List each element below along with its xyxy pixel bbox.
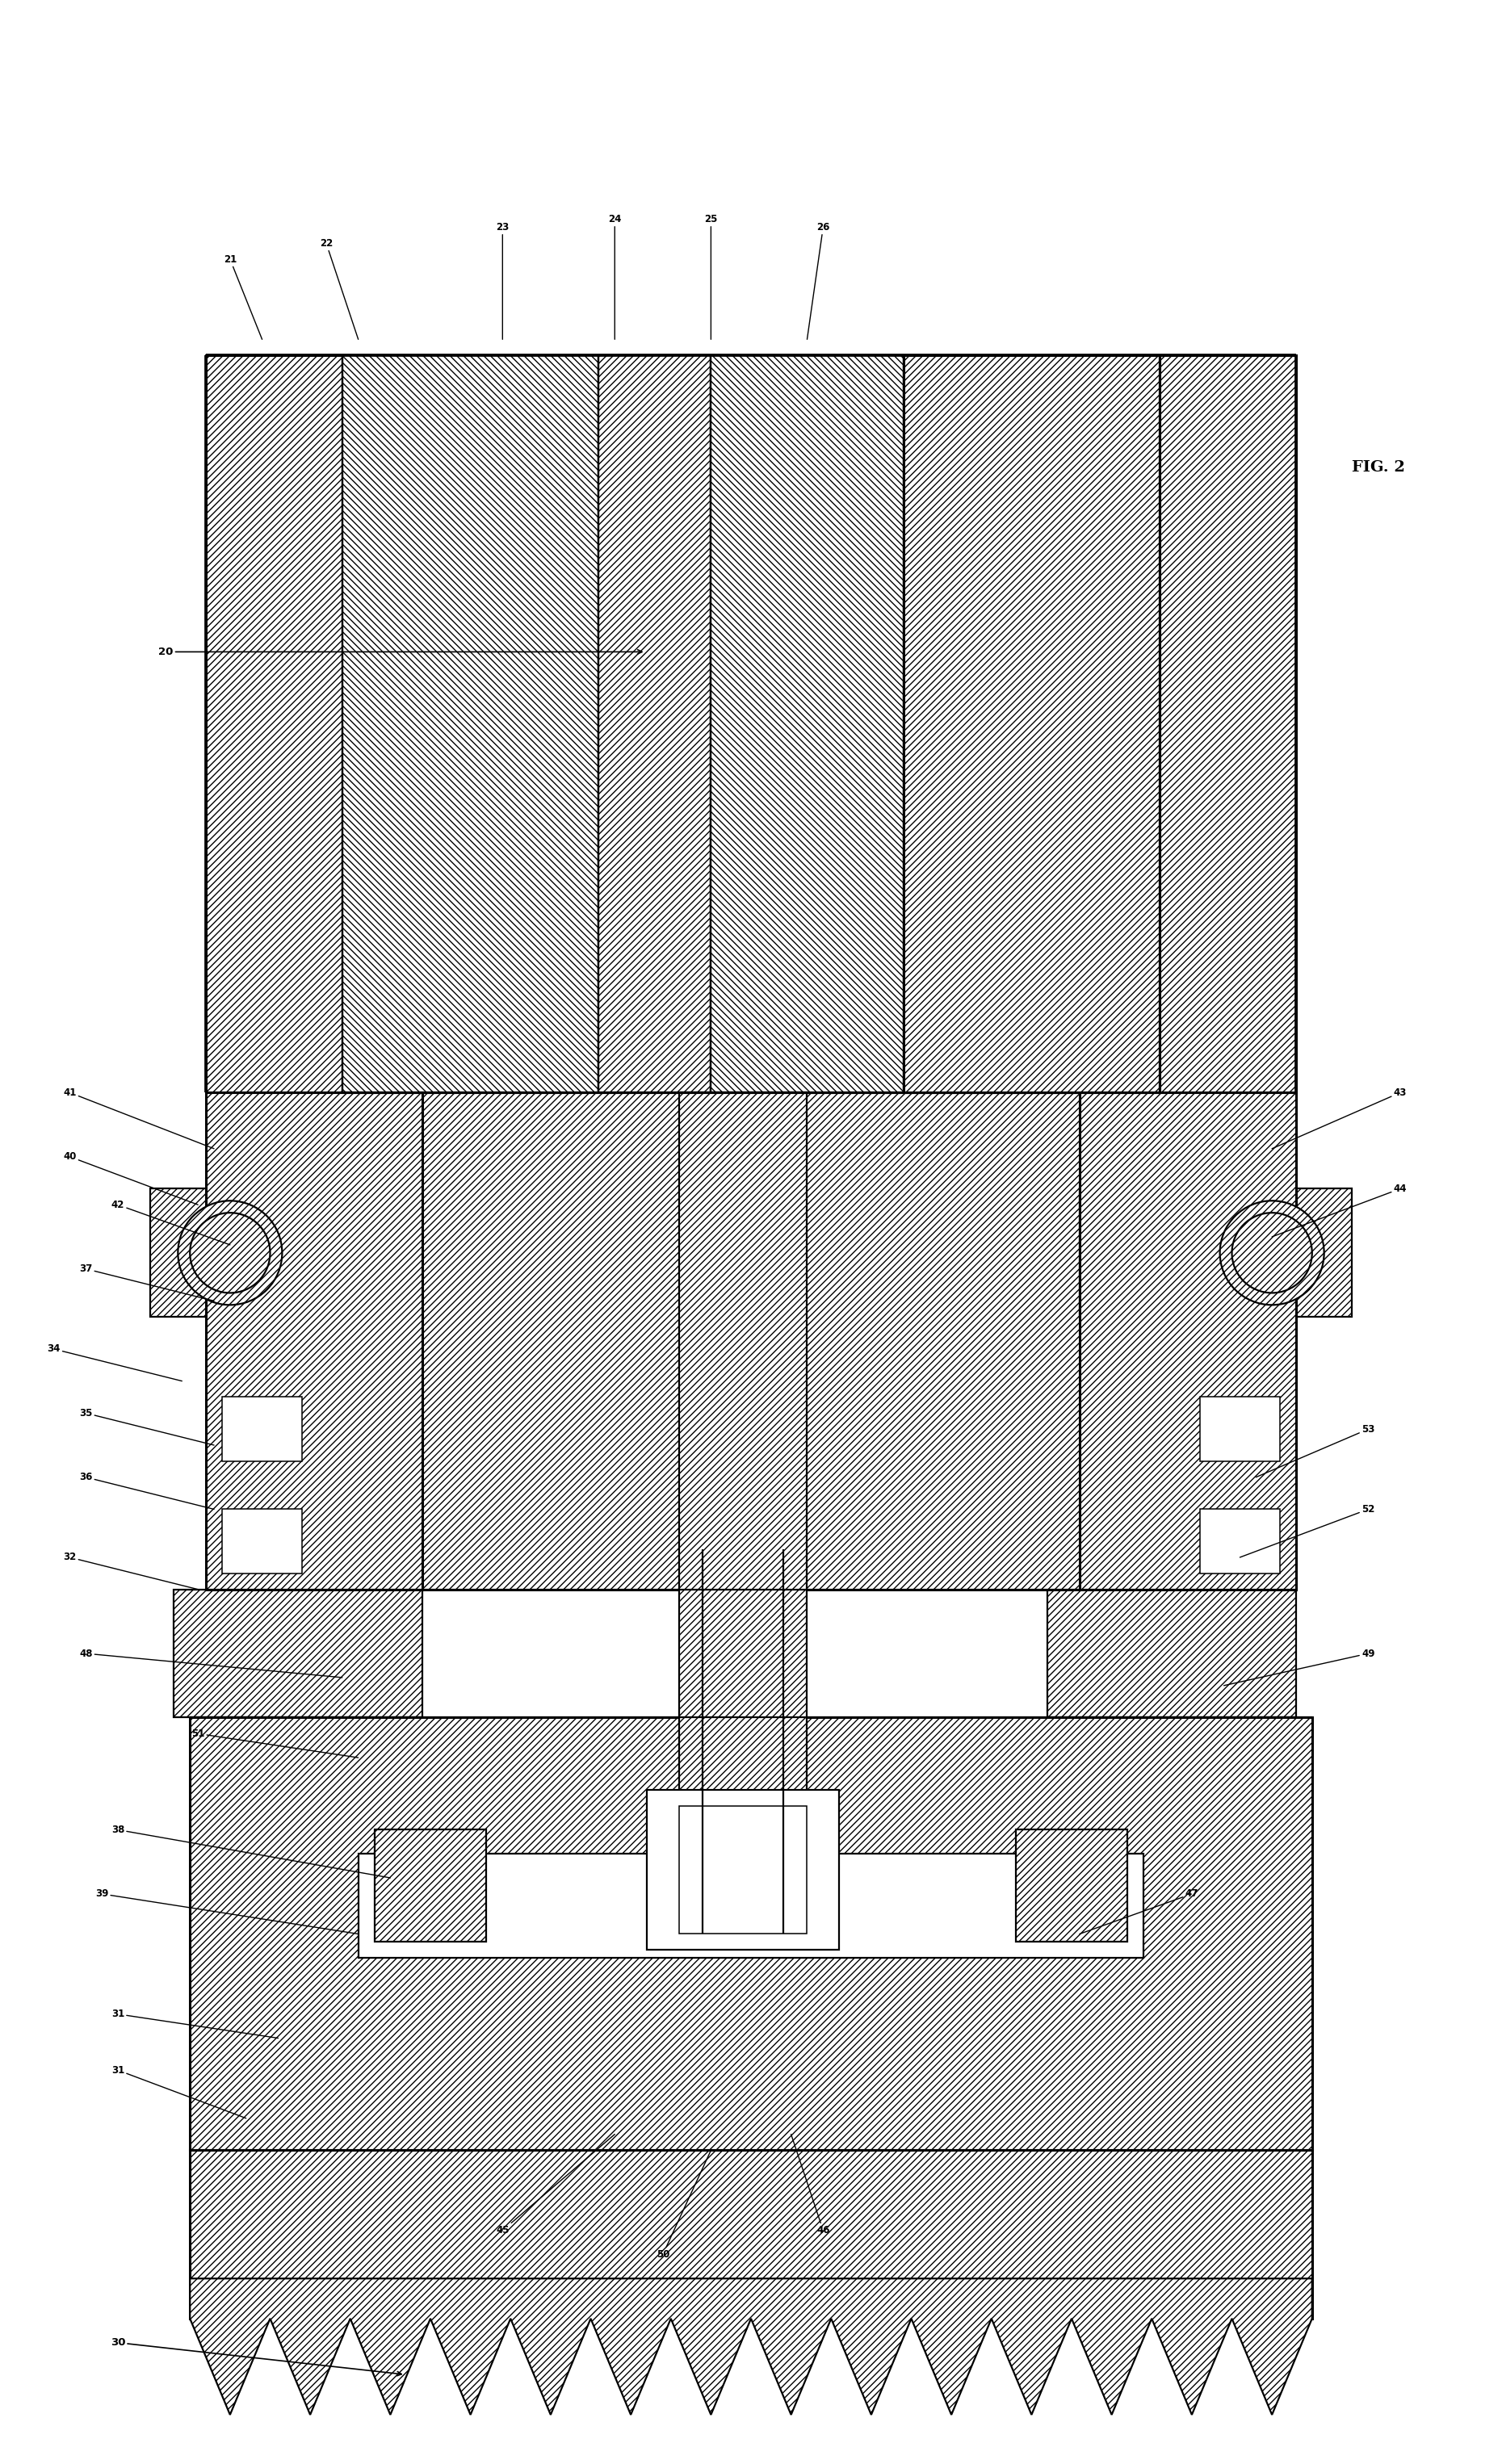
Bar bbox=[679, 1092, 807, 1853]
Text: FIG. 2: FIG. 2 bbox=[1352, 461, 1406, 476]
Text: 46: 46 bbox=[792, 2134, 829, 2235]
Text: 30: 30 bbox=[110, 2338, 401, 2375]
Text: 53: 53 bbox=[1256, 1424, 1374, 1478]
Text: 39: 39 bbox=[95, 1887, 359, 1934]
Circle shape bbox=[1232, 1212, 1313, 1294]
Text: 34: 34 bbox=[47, 1343, 182, 1380]
Bar bbox=[647, 1789, 840, 1949]
Text: 40: 40 bbox=[63, 1151, 198, 1205]
Text: 22: 22 bbox=[320, 239, 359, 340]
Bar bbox=[710, 355, 903, 1092]
Text: 31: 31 bbox=[111, 2008, 278, 2038]
Circle shape bbox=[177, 1200, 282, 1306]
Text: 51: 51 bbox=[191, 1727, 359, 1757]
Text: 48: 48 bbox=[80, 1648, 342, 1678]
Bar bbox=[150, 1188, 422, 1316]
Circle shape bbox=[189, 1212, 270, 1294]
Bar bbox=[1200, 1397, 1280, 1461]
Bar bbox=[679, 1806, 807, 1934]
Bar bbox=[222, 1510, 302, 1574]
Bar bbox=[359, 1853, 1143, 1959]
Bar bbox=[422, 1092, 1080, 1589]
Text: 50: 50 bbox=[656, 2151, 710, 2259]
Bar bbox=[206, 355, 342, 1092]
Text: 32: 32 bbox=[63, 1552, 198, 1589]
Bar bbox=[174, 1589, 422, 1717]
Bar bbox=[903, 355, 1160, 1092]
Bar bbox=[189, 1717, 1313, 2151]
Bar bbox=[342, 355, 599, 1092]
Text: 24: 24 bbox=[608, 214, 622, 340]
Circle shape bbox=[1220, 1200, 1325, 1306]
Text: 20: 20 bbox=[159, 646, 641, 658]
Bar bbox=[1047, 1589, 1296, 1717]
Text: 31: 31 bbox=[111, 2065, 246, 2119]
Text: 38: 38 bbox=[111, 1823, 391, 1878]
Text: 44: 44 bbox=[1272, 1183, 1407, 1237]
Bar bbox=[374, 1831, 487, 1942]
Bar bbox=[1080, 1188, 1352, 1316]
Polygon shape bbox=[189, 2279, 1313, 2415]
Bar bbox=[1015, 1831, 1128, 1942]
Bar bbox=[1080, 1092, 1296, 1589]
Bar bbox=[189, 2151, 1313, 2319]
Text: 43: 43 bbox=[1272, 1087, 1407, 1148]
Text: 42: 42 bbox=[111, 1200, 230, 1244]
Text: 49: 49 bbox=[1224, 1648, 1374, 1685]
Text: 25: 25 bbox=[704, 214, 718, 340]
Text: 52: 52 bbox=[1241, 1503, 1374, 1557]
Bar bbox=[206, 1092, 422, 1589]
Text: 41: 41 bbox=[63, 1087, 213, 1148]
Bar bbox=[222, 1397, 302, 1461]
Text: 23: 23 bbox=[496, 222, 509, 340]
Text: 21: 21 bbox=[224, 254, 261, 340]
Text: 26: 26 bbox=[807, 222, 829, 340]
Text: 47: 47 bbox=[1080, 1887, 1199, 1934]
Text: 35: 35 bbox=[80, 1407, 213, 1446]
Bar bbox=[599, 355, 710, 1092]
Bar bbox=[1160, 355, 1296, 1092]
Text: 37: 37 bbox=[80, 1264, 213, 1301]
Bar bbox=[1200, 1510, 1280, 1574]
Text: 45: 45 bbox=[496, 2134, 614, 2235]
Text: 36: 36 bbox=[80, 1471, 213, 1510]
